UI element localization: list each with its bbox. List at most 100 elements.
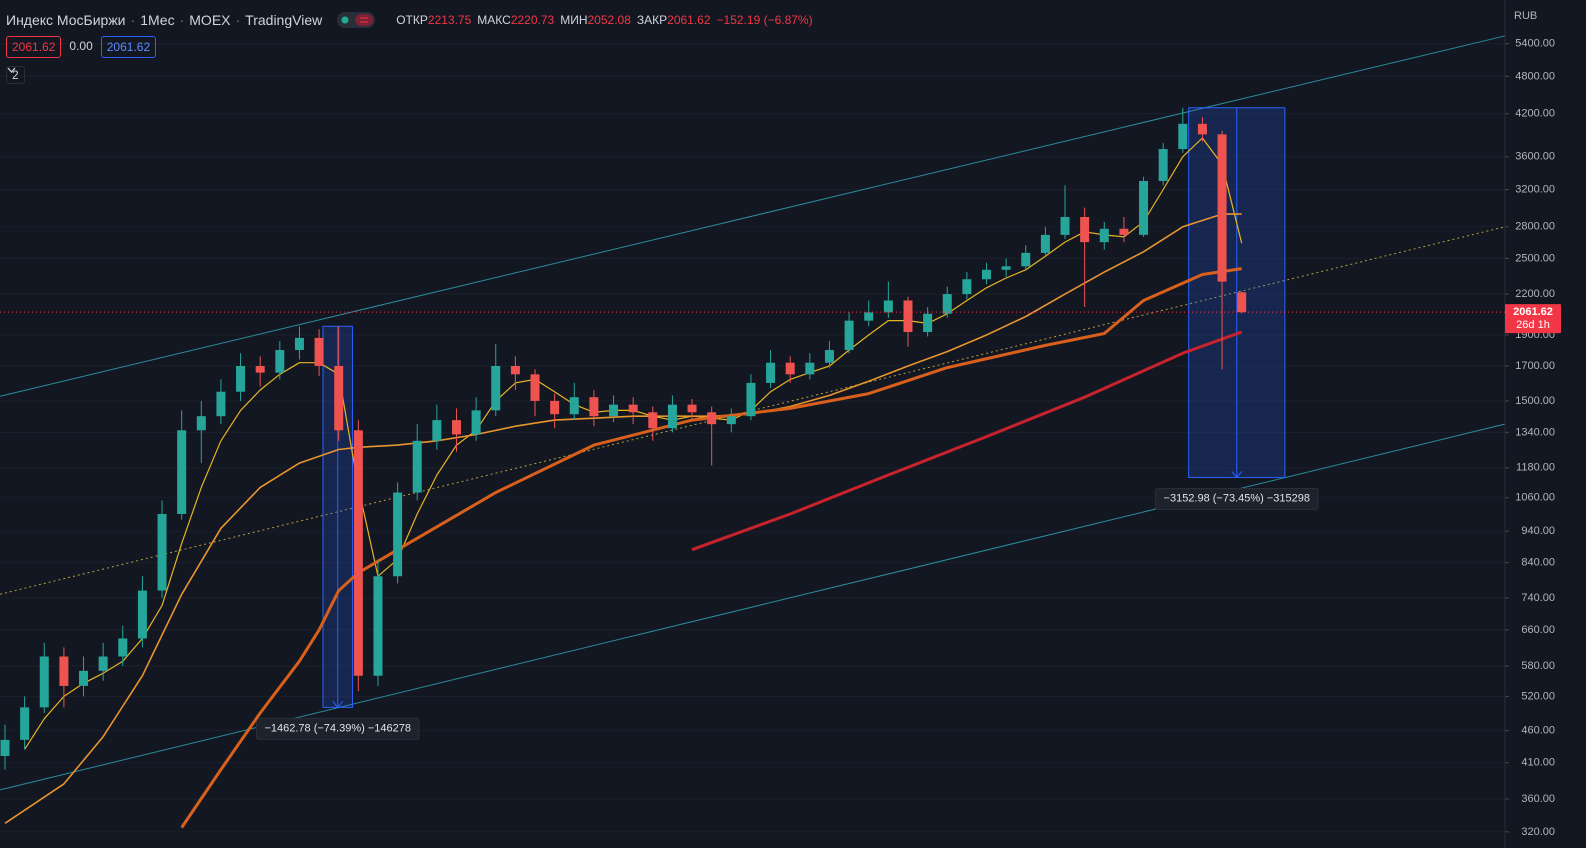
y-tick-label: 2500.00 (1515, 252, 1555, 264)
candle-body (569, 397, 579, 415)
candle-body (98, 656, 108, 671)
candle-body (1178, 123, 1188, 150)
change: −152.19 (−6.87%) (716, 13, 813, 27)
candle-body (216, 391, 226, 417)
candle-body (1060, 216, 1070, 235)
measure-arrowhead (332, 701, 344, 709)
candle-body (844, 320, 854, 351)
candle-body (766, 362, 776, 383)
chevron (7, 67, 16, 73)
ohlc-value: 2052.08 (587, 13, 631, 27)
indicators-count: 2 (12, 68, 19, 82)
measure-label-bg (1155, 487, 1319, 510)
moving-average (691, 330, 1243, 552)
candle-body (942, 294, 952, 314)
ohlc: ОТКР 2213.75 МАКС 2220.73 МИН 2052.08 ЗАКР 2… (390, 13, 812, 27)
candle-body (1021, 252, 1031, 267)
y-tick-label: 410.00 (1521, 757, 1555, 769)
input[interactable]: 2061.62 (100, 36, 157, 58)
y-tick-label: 1500.00 (1515, 395, 1555, 407)
channel-line (0, 423, 1505, 791)
candle-body (118, 638, 128, 657)
y-tick-label: 4200.00 (1515, 108, 1555, 120)
y-tick-label: 1340.00 (1515, 426, 1555, 438)
interval[interactable]: 1Мес (140, 12, 175, 28)
candle-body (432, 420, 442, 441)
y-tick-label: 840.00 (1521, 557, 1555, 569)
candle-body (393, 492, 403, 577)
y-tick-label: 940.00 (1521, 525, 1555, 537)
candle-body (667, 404, 677, 429)
candle-body (1099, 228, 1109, 243)
candle-body (1158, 149, 1168, 181)
candle-body (1139, 180, 1149, 235)
y-tick-label: 1180.00 (1516, 462, 1555, 474)
candle-body (177, 430, 187, 515)
countdown: 26d 1h (1516, 319, 1550, 331)
ohlc-value: 2220.73 (510, 13, 555, 27)
y-tick-label: 360.00 (1521, 793, 1555, 805)
candle-body (471, 410, 481, 435)
input[interactable]: 0.00 (69, 39, 93, 53)
moving-average (180, 267, 1242, 829)
y-tick-label: 520.00 (1521, 690, 1555, 702)
candle-body (294, 337, 304, 351)
candle-body (59, 656, 69, 686)
candle-body (589, 397, 599, 417)
candle-body (785, 362, 795, 375)
y-tick-label: 460.00 (1521, 725, 1555, 737)
moving-average (24, 137, 1243, 750)
candle-body (824, 350, 834, 363)
price-axis (1505, 0, 1586, 848)
candle-body (1040, 234, 1050, 253)
ohlc-label: МАКС (477, 13, 511, 27)
candle-body (962, 279, 972, 295)
candle-body (1001, 266, 1011, 270)
candle-body (726, 416, 736, 425)
candle-body (609, 404, 619, 417)
candle-body (79, 670, 89, 686)
last-price-tag (1505, 304, 1561, 334)
last-price: 2061.62 (1513, 306, 1553, 318)
candle-body (1197, 123, 1207, 135)
candle-body (236, 365, 246, 392)
y-tick-label: 320.00 (1521, 826, 1555, 838)
ohlc-value: 2213.75 (427, 13, 472, 27)
candle-body (1237, 292, 1247, 313)
candle-body (491, 365, 501, 411)
candle-body (903, 300, 913, 333)
y-tick-label: 660.00 (1521, 624, 1555, 636)
symbol[interactable]: Индекс МосБиржи (6, 12, 126, 28)
candle-body (275, 350, 285, 373)
source: TradingView (245, 12, 323, 28)
candle-body (39, 656, 49, 708)
candle-body (451, 420, 461, 435)
ohlc-label: МИН (560, 13, 588, 27)
y-tick-label: 1060.00 (1515, 492, 1555, 504)
candle-body (746, 382, 756, 417)
measure-label: −3152.98 (−73.45%) −315298 (1164, 492, 1311, 504)
y-tick-label: 2800.00 (1515, 221, 1555, 233)
inputs: 2061.62 0.00 2061.62 (6, 36, 157, 58)
candle-body (923, 313, 933, 333)
y-tick-label: 3200.00 (1515, 183, 1555, 195)
input[interactable]: 2061.62 (6, 36, 62, 58)
candle-body (1119, 228, 1129, 235)
candle-body (864, 312, 874, 321)
candle-body (982, 269, 991, 280)
candle-body (648, 412, 658, 429)
candle-body (510, 365, 520, 375)
candle-body (1080, 216, 1090, 243)
indicators-toggle[interactable]: 2 (6, 66, 25, 84)
candle-body (137, 590, 147, 639)
candle-body (412, 440, 422, 493)
currency: RUB (1514, 10, 1537, 22)
y-tick-label: 1700.00 (1515, 360, 1555, 372)
candle-body (883, 300, 893, 313)
candle-body (628, 404, 638, 413)
y-tick-label: 740.00 (1521, 592, 1555, 604)
measure-arrowhead (1231, 471, 1243, 479)
candle-body (707, 412, 717, 425)
candle-body (353, 430, 363, 676)
